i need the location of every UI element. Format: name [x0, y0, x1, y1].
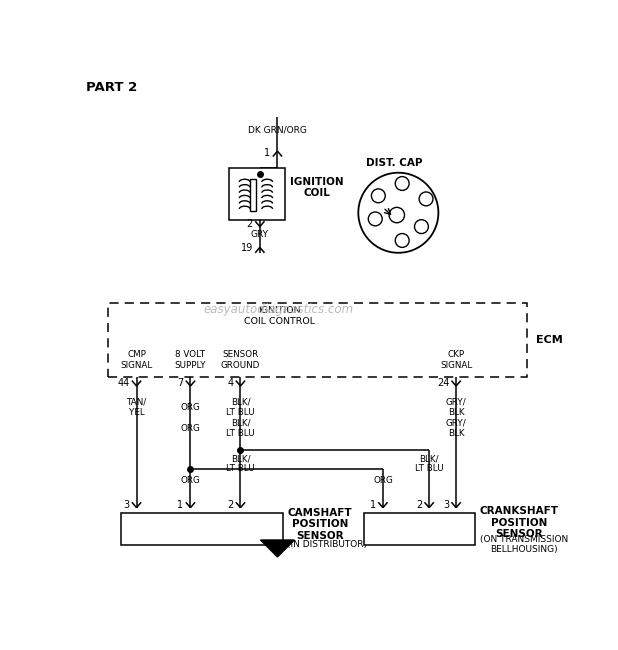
Text: 6: 6: [399, 179, 405, 188]
Text: 3: 3: [399, 235, 405, 246]
Text: 2: 2: [247, 219, 253, 229]
Text: 7: 7: [177, 378, 184, 388]
Text: 44: 44: [117, 378, 130, 388]
Text: (IN DISTRIBUTOR): (IN DISTRIBUTOR): [287, 540, 368, 549]
Text: 24: 24: [437, 378, 449, 388]
Text: easyautodiagnostics.com: easyautodiagnostics.com: [204, 302, 354, 315]
Text: ORG: ORG: [373, 476, 393, 485]
Text: CRANKSHAFT
POSITION
SENSOR: CRANKSHAFT POSITION SENSOR: [480, 506, 559, 540]
Text: 1: 1: [370, 500, 376, 510]
Text: 1: 1: [177, 500, 184, 510]
Bar: [121, 513, 283, 545]
Text: 4: 4: [418, 222, 425, 231]
Text: DIST. CAP: DIST. CAP: [366, 159, 423, 168]
Text: 1: 1: [375, 191, 382, 201]
Text: BLK/
LT BLU: BLK/ LT BLU: [226, 398, 255, 417]
Text: CKP
SIGNAL: CKP SIGNAL: [440, 350, 472, 369]
Text: 3: 3: [443, 500, 449, 510]
Polygon shape: [261, 540, 294, 557]
Circle shape: [415, 220, 428, 233]
Bar: [108, 303, 527, 377]
Circle shape: [358, 173, 438, 253]
Text: CAMSHAFT
POSITION
SENSOR: CAMSHAFT POSITION SENSOR: [287, 508, 352, 541]
Circle shape: [368, 212, 382, 226]
Text: PART 2: PART 2: [87, 81, 138, 94]
Text: (ON TRANSMISSION
BELLHOUSING): (ON TRANSMISSION BELLHOUSING): [480, 534, 568, 554]
Text: ORG: ORG: [180, 424, 200, 433]
Text: 1: 1: [265, 148, 271, 158]
Circle shape: [396, 233, 409, 248]
Text: 3: 3: [124, 500, 130, 510]
Text: BLK/
LT BLU: BLK/ LT BLU: [226, 419, 255, 438]
Bar: [364, 513, 475, 545]
Text: A: A: [273, 103, 282, 116]
Text: SENSOR
GROUND: SENSOR GROUND: [221, 350, 260, 369]
Circle shape: [396, 177, 409, 190]
Text: GRY/
BLK: GRY/ BLK: [446, 398, 467, 417]
Text: IGNITION
COIL CONTROL: IGNITION COIL CONTROL: [244, 306, 315, 326]
Circle shape: [419, 192, 433, 206]
Text: CMP
SIGNAL: CMP SIGNAL: [121, 350, 153, 369]
Text: 4: 4: [227, 378, 234, 388]
Text: ORG: ORG: [180, 403, 200, 412]
Text: IGNITION
COIL: IGNITION COIL: [290, 177, 344, 198]
Text: 8 VOLT
SUPPLY: 8 VOLT SUPPLY: [175, 350, 206, 369]
Text: 19: 19: [240, 243, 253, 253]
Text: 2: 2: [372, 214, 379, 224]
Text: GRY: GRY: [251, 230, 269, 239]
Circle shape: [389, 207, 405, 223]
Text: DK GRN/ORG: DK GRN/ORG: [248, 126, 307, 135]
Bar: [250, 179, 256, 211]
Text: 5: 5: [423, 194, 430, 204]
Text: BLK/
LT BLU: BLK/ LT BLU: [226, 454, 255, 473]
Text: BLK/
LT BLU: BLK/ LT BLU: [415, 454, 444, 473]
Circle shape: [371, 189, 385, 203]
Bar: [229, 168, 285, 220]
Text: TAN/
YEL: TAN/ YEL: [127, 398, 146, 417]
Text: 2: 2: [416, 500, 422, 510]
Text: 2: 2: [227, 500, 234, 510]
Text: ECM: ECM: [536, 335, 563, 344]
Text: GRY/
BLK: GRY/ BLK: [446, 419, 467, 438]
Text: ORG: ORG: [180, 476, 200, 485]
